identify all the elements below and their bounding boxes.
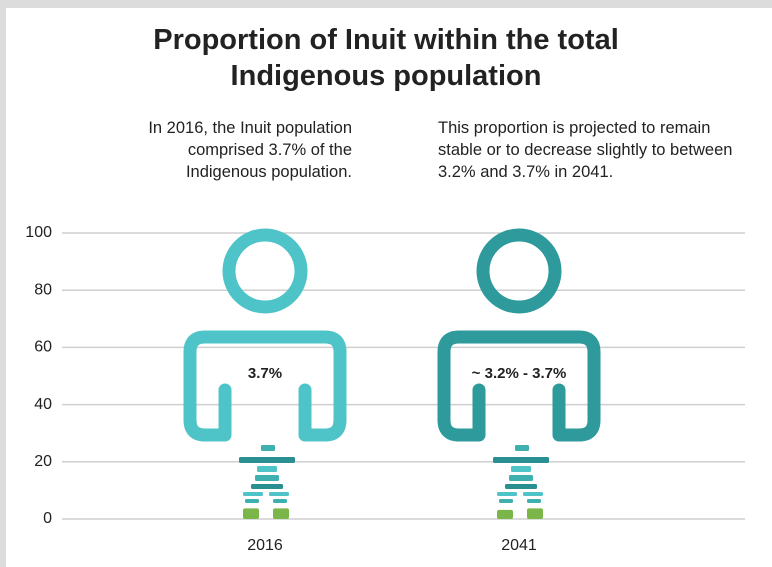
bar	[497, 510, 513, 519]
inukshuk-stone	[257, 466, 277, 472]
inukshuk-stone	[527, 499, 541, 503]
person-head	[483, 235, 555, 307]
bar	[243, 508, 259, 519]
inukshuk-stone	[261, 445, 275, 451]
value-label: 3.7%	[248, 365, 282, 382]
person-body	[444, 337, 594, 435]
y-tick-label: 60	[34, 339, 52, 356]
y-tick-label: 80	[34, 281, 52, 298]
y-tick-label: 100	[25, 224, 52, 241]
value-label: ~ 3.2% - 3.7%	[472, 365, 567, 382]
inukshuk-stone	[499, 499, 513, 503]
inukshuk-stone	[497, 492, 517, 496]
inukshuk-stone	[523, 492, 543, 496]
inukshuk-stone	[245, 499, 259, 503]
inukshuk-stone	[269, 492, 289, 496]
inukshuk-stone	[509, 475, 533, 481]
bar	[273, 508, 289, 519]
inukshuk-stone	[493, 457, 549, 463]
inukshuk-stone	[505, 484, 537, 489]
chart: 0 20 40 60 80 100 3.7% 2016 ~ 3.2% - 3.7% 2041	[0, 0, 772, 567]
bar	[527, 508, 543, 519]
person-head	[229, 235, 301, 307]
inukshuk-stone	[243, 492, 263, 496]
page: Proportion of Inuit within the total Ind…	[0, 0, 772, 567]
inukshuk-stone	[515, 445, 529, 451]
x-tick-label: 2041	[501, 537, 537, 554]
y-tick-label: 20	[34, 453, 52, 470]
inukshuk-stone	[255, 475, 279, 481]
inukshuk-stone	[511, 466, 531, 472]
x-tick-label: 2016	[247, 537, 283, 554]
inukshuk-stone	[239, 457, 295, 463]
person-body	[190, 337, 340, 435]
y-tick-label: 40	[34, 396, 52, 413]
y-tick-label: 0	[43, 510, 52, 527]
inukshuk-stone	[273, 499, 287, 503]
inukshuk-stone	[251, 484, 283, 489]
